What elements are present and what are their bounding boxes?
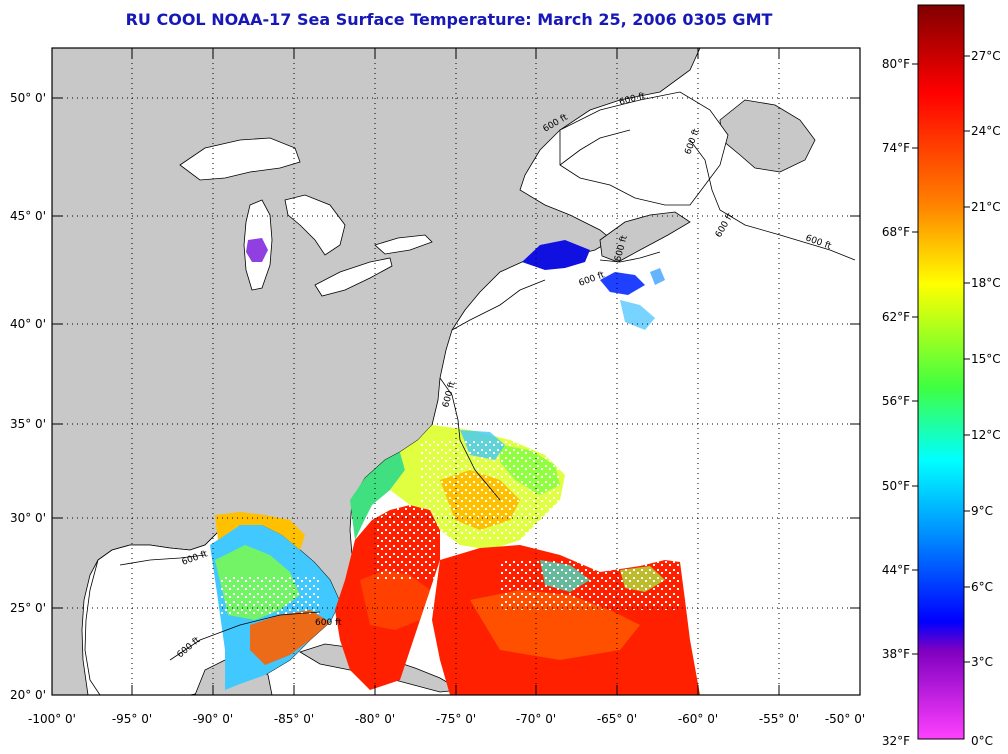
lon-label: -75° 0' [436, 712, 476, 726]
colorbar-f-label: 80°F [882, 57, 910, 71]
lat-label: 30° 0' [10, 511, 46, 525]
colorbar-c-label: 0°C [971, 734, 993, 748]
colorbar: 80°F 74°F 68°F 62°F 56°F 50°F 44°F 38°F … [882, 4, 1001, 748]
colorbar-f-label: 56°F [882, 394, 910, 408]
lake-huron [284, 194, 346, 256]
lat-label: 45° 0' [10, 209, 46, 223]
colorbar-c-label: 6°C [971, 580, 993, 594]
sst-atlantic-warm [390, 425, 700, 695]
lon-label: -65° 0' [597, 712, 637, 726]
lat-label: 20° 0' [10, 688, 46, 702]
colorbar-f-label: 68°F [882, 225, 910, 239]
land-nova-scotia [599, 211, 691, 263]
colorbar-c-label: 12°C [971, 428, 1001, 442]
lon-label: -50° 0' [825, 712, 865, 726]
sst-cold-patches [246, 238, 665, 330]
colorbar-c-label: 3°C [971, 655, 993, 669]
lake-superior [179, 137, 301, 181]
colorbar-f-label: 44°F [882, 563, 910, 577]
colorbar-c-label: 15°C [971, 352, 1001, 366]
lat-label: 50° 0' [10, 91, 46, 105]
colorbar-f-label: 74°F [882, 141, 910, 155]
gulf-st-lawrence [559, 91, 729, 206]
colorbar-f-label: 32°F [882, 734, 910, 748]
lon-label: -100° 0' [28, 712, 76, 726]
colorbar-c-label: 24°C [971, 124, 1001, 138]
lon-label: -60° 0' [678, 712, 718, 726]
lon-label: -55° 0' [759, 712, 799, 726]
lake-ontario [374, 234, 433, 255]
map-title: RU COOL NOAA-17 Sea Surface Temperature:… [125, 10, 773, 29]
colorbar-c-label: 18°C [971, 276, 1001, 290]
land-newfoundland [719, 99, 816, 173]
lon-label: -85° 0' [274, 712, 314, 726]
colorbar-gradient [917, 4, 965, 740]
lon-label: -70° 0' [516, 712, 556, 726]
colorbar-c-label: 9°C [971, 504, 993, 518]
depth-contours [119, 129, 856, 661]
lon-label: -90° 0' [193, 712, 233, 726]
colorbar-f-label: 50°F [882, 479, 910, 493]
frame-ticks [52, 48, 860, 695]
sst-swath-gulf [210, 512, 340, 690]
lon-label: -95° 0' [112, 712, 152, 726]
colorbar-f-label: 62°F [882, 310, 910, 324]
lat-label: 40° 0' [10, 317, 46, 331]
latitude-axis: 50° 0' 45° 0' 40° 0' 35° 0' 30° 0' 25° 0… [10, 91, 46, 702]
colorbar-c-label: 27°C [971, 49, 1001, 63]
longitude-axis: -100° 0' -95° 0' -90° 0' -85° 0' -80° 0'… [28, 712, 865, 726]
lat-label: 25° 0' [10, 601, 46, 615]
lon-label: -80° 0' [355, 712, 395, 726]
colorbar-c-label: 21°C [971, 200, 1001, 214]
colorbar-f-label: 38°F [882, 647, 910, 661]
contour-label: 600 ft [315, 618, 342, 628]
lake-erie [314, 257, 393, 297]
lat-label: 35° 0' [10, 417, 46, 431]
